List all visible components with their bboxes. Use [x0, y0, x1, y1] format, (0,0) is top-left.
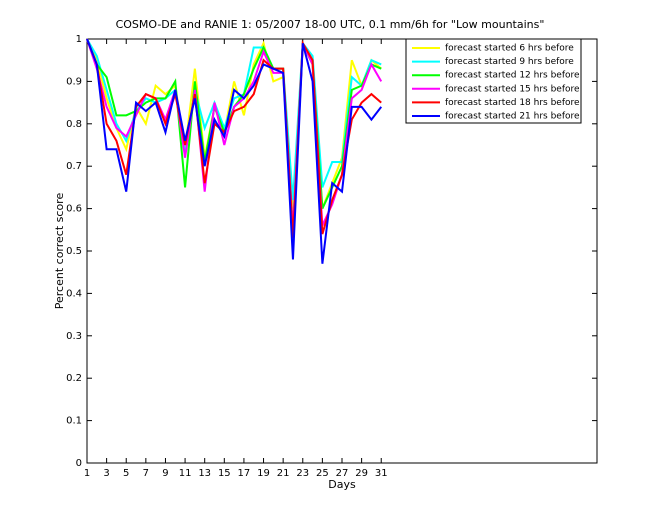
x-axis-label: Days — [328, 478, 356, 491]
x-tick-label: 7 — [143, 468, 149, 479]
x-tick-label: 15 — [218, 468, 231, 479]
x-tick-label: 23 — [296, 468, 309, 479]
legend-label: forecast started 18 hrs before — [445, 98, 580, 108]
x-tick-label: 17 — [238, 468, 251, 479]
data-line — [86, 38, 383, 264]
data-line — [86, 38, 383, 230]
legend-label: forecast started 21 hrs before — [445, 112, 580, 122]
y-axis-label: Percent correct score — [53, 193, 66, 310]
legend-label: forecast started 12 hrs before — [445, 71, 580, 81]
y-tick-label: 1 — [76, 34, 82, 45]
x-tick-label: 27 — [336, 468, 349, 479]
x-tick-label: 9 — [162, 468, 168, 479]
y-tick-label: 0.4 — [66, 288, 82, 299]
x-tick-label: 19 — [257, 468, 270, 479]
x-tick-label: 31 — [375, 468, 388, 479]
y-tick-label: 0.5 — [66, 246, 82, 257]
y-tick-label: 0.6 — [66, 204, 82, 215]
x-tick-label: 3 — [103, 468, 109, 479]
x-tick-label: 25 — [316, 468, 329, 479]
chart-title: COSMO-DE and RANIE 1: 05/2007 18-00 UTC,… — [116, 18, 545, 31]
x-tick-label: 11 — [179, 468, 192, 479]
y-tick-label: 0 — [76, 458, 82, 469]
x-tick-label: 5 — [123, 468, 129, 479]
y-tick-label: 0.9 — [66, 76, 82, 87]
y-tick-label: 0.8 — [66, 119, 82, 130]
x-tick-label: 21 — [277, 468, 290, 479]
legend-label: forecast started 9 hrs before — [445, 57, 574, 67]
legend-label: forecast started 15 hrs before — [445, 84, 580, 94]
x-tick-label: 13 — [198, 468, 211, 479]
y-tick-label: 0.2 — [66, 373, 82, 384]
legend-label: forecast started 6 hrs before — [445, 44, 574, 54]
y-tick-label: 0.1 — [66, 416, 82, 427]
x-tick-label: 29 — [355, 468, 368, 479]
x-tick-label: 1 — [84, 468, 90, 479]
legend-box — [405, 38, 582, 124]
y-tick-label: 0.3 — [66, 331, 82, 342]
y-tick-label: 0.7 — [66, 161, 82, 172]
